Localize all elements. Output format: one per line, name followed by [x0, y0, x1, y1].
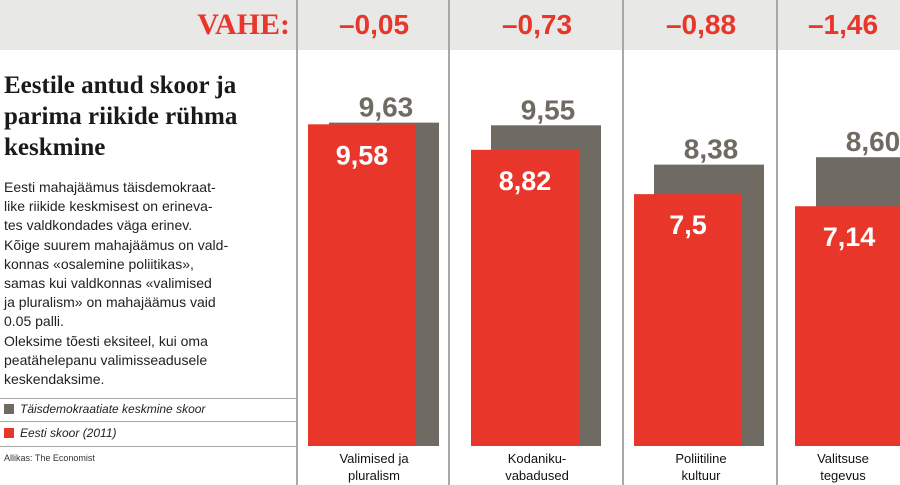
column-divider — [776, 0, 778, 485]
bar-estonia-2 — [471, 149, 579, 446]
source-note: Allikas: The Economist — [4, 453, 95, 463]
difference-value-3: –0,88 — [665, 9, 737, 40]
category-label-1: Valimised ja pluralism — [339, 451, 409, 483]
value-label-average-3: 8,38 — [684, 134, 739, 165]
value-label-estonia-1: 9,58 — [336, 140, 389, 170]
source-divider — [0, 446, 298, 447]
difference-value-4: –1,46 — [807, 9, 879, 40]
value-label-estonia-3: 7,5 — [669, 210, 707, 240]
bar-estonia-1 — [308, 124, 416, 447]
legend-divider — [0, 398, 298, 399]
column-divider — [296, 0, 298, 485]
value-label-estonia-4: 7,14 — [823, 222, 876, 252]
value-label-estonia-2: 8,82 — [499, 166, 552, 196]
value-label-average-4: 8,60 — [846, 126, 900, 157]
legend-label-estonia: Eesti skoor (2011) — [20, 426, 117, 440]
bar-estonia-4 — [795, 206, 900, 446]
legend-swatch-average — [4, 404, 14, 414]
value-label-average-2: 9,55 — [521, 94, 576, 125]
category-label-4: Valitsuse tegevus — [817, 451, 869, 483]
category-label-3: Poliitiline kultuur — [675, 451, 727, 483]
bar-estonia-3 — [634, 194, 742, 446]
legend-label-average: Täisdemokraatiate keskmine skoor — [20, 402, 206, 416]
category-label-2: Kodaniku- vabadused — [505, 451, 569, 483]
difference-header-bar — [0, 0, 900, 50]
column-divider — [448, 0, 450, 485]
chart-description: Eesti mahajäämus täisdemokraat- like rii… — [4, 179, 229, 388]
value-label-average-1: 9,63 — [359, 92, 414, 123]
difference-value-2: –0,73 — [501, 9, 573, 40]
chart-title: Eestile antud skoor ja parima riikide rü… — [4, 72, 238, 161]
legend-divider — [0, 421, 298, 422]
difference-header-label: VAHE: — [197, 8, 290, 41]
difference-value-1: –0,05 — [338, 9, 410, 40]
column-divider — [622, 0, 624, 485]
legend-swatch-estonia — [4, 428, 14, 438]
